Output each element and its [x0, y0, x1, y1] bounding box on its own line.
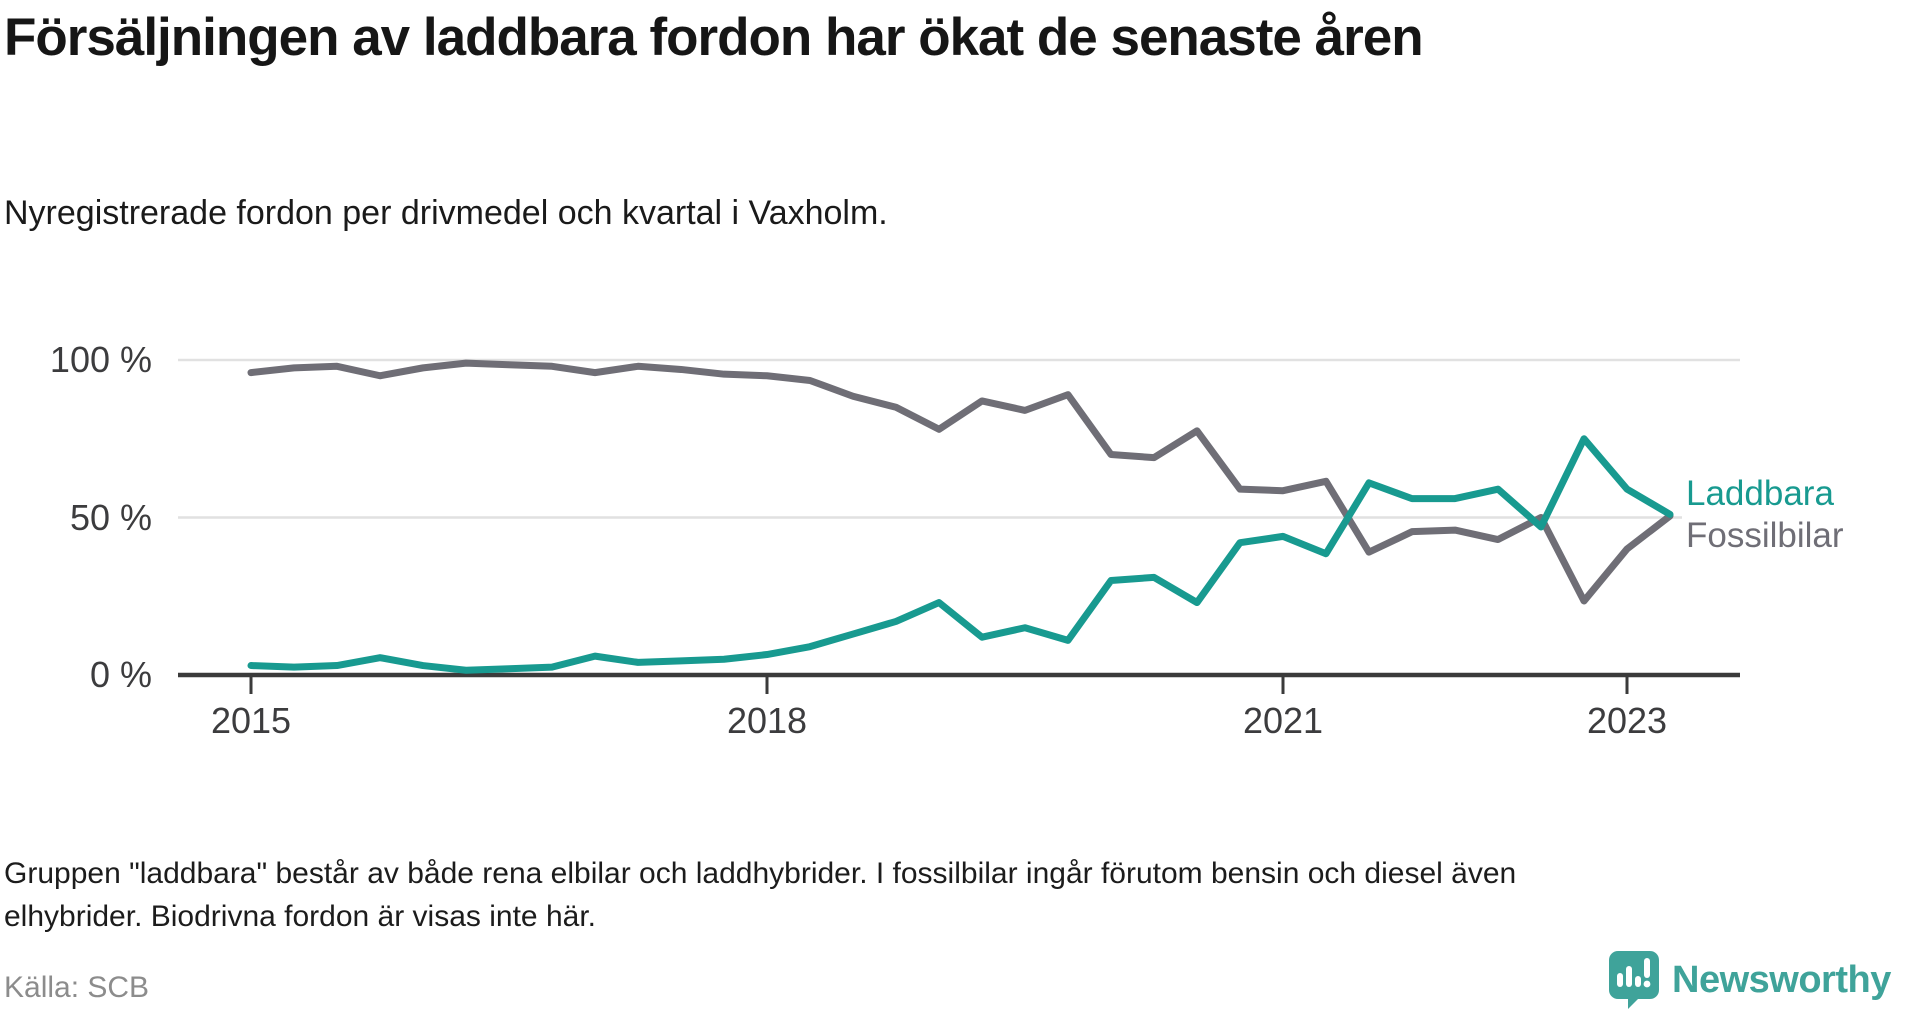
- x-tick-label: 2021: [1242, 700, 1324, 741]
- chart-title: Försäljningen av laddbara fordon har öka…: [4, 8, 1424, 67]
- series-line-laddbara: [247, 435, 1674, 674]
- y-tick-label: 100 %: [49, 339, 152, 380]
- series-label-laddbara: Laddbara: [1682, 473, 1838, 516]
- chart-subtitle: Nyregistrerade fordon per drivmedel och …: [4, 194, 888, 232]
- x-tick-label: 2023: [1586, 700, 1668, 741]
- newsworthy-logo-text: Newsworthy: [1672, 958, 1891, 1001]
- logo-bar: [1635, 976, 1641, 987]
- gridlines: [178, 358, 1740, 519]
- y-tick-label: 50 %: [69, 496, 152, 538]
- series-line-fossilbilar: [247, 359, 1674, 605]
- x-tick-label: 2015: [210, 700, 292, 741]
- footnote-line: Gruppen "laddbara" består av både rena e…: [4, 857, 1517, 890]
- newsworthy-logo: Newsworthy: [1608, 950, 1891, 1010]
- newsworthy-logo-icon: [1609, 951, 1659, 1009]
- logo-exclamation-stem: [1644, 958, 1650, 978]
- logo-exclamation-dot: [1643, 980, 1651, 988]
- footnote: Gruppen "laddbara" består av både rena e…: [4, 852, 1864, 938]
- x-axis: [178, 672, 1740, 694]
- x-tick-label: 2018: [726, 700, 808, 741]
- series-lines: [247, 359, 1674, 674]
- y-tick-label: 0 %: [89, 654, 152, 695]
- series-label-fossilbilar: Fossilbilar: [1682, 515, 1848, 558]
- source-note: Källa: SCB: [4, 971, 150, 1004]
- footnote-line: elhybrider. Biodrivna fordon är visas in…: [4, 900, 596, 933]
- logo-bubble: [1609, 951, 1659, 1009]
- logo-bar: [1617, 973, 1623, 987]
- logo-bar: [1626, 966, 1632, 987]
